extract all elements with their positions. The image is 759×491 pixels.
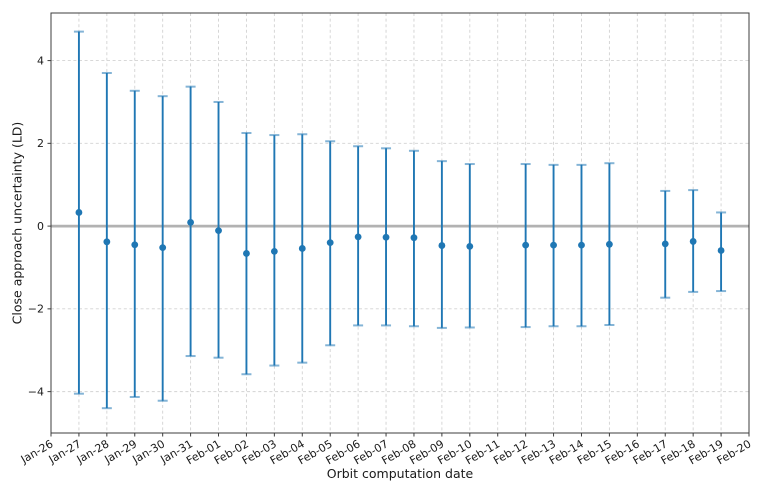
data-point-Feb-10 — [466, 242, 474, 250]
y-tick-label-−2: −2 — [28, 303, 44, 316]
data-point-Jan-30 — [159, 244, 167, 252]
data-point-Feb-09 — [438, 242, 446, 249]
y-tick-label-4: 4 — [37, 54, 44, 67]
data-point-Feb-08 — [410, 234, 418, 242]
data-point-Feb-17 — [661, 240, 669, 248]
data-point-Jan-28 — [103, 238, 111, 246]
data-point-Feb-01 — [215, 227, 222, 235]
data-point-Jan-31 — [187, 218, 195, 226]
data-point-Feb-06 — [354, 233, 362, 241]
data-point-Feb-05 — [326, 239, 334, 247]
data-point-Feb-14 — [578, 241, 585, 249]
data-point-Feb-13 — [550, 241, 557, 249]
y-tick-label-2: 2 — [37, 137, 44, 150]
data-point-Feb-12 — [522, 241, 530, 249]
data-point-Feb-03 — [270, 247, 278, 255]
data-point-Feb-19 — [717, 247, 725, 254]
y-tick-label-0: 0 — [37, 220, 44, 233]
y-axis-label: Close approach uncertainty (LD) — [9, 121, 25, 325]
data-point-Jan-29 — [131, 241, 139, 249]
data-point-Feb-04 — [298, 245, 306, 252]
data-point-Jan-27 — [75, 209, 83, 216]
plot-border — [50, 12, 750, 434]
y-tick-label-−4: −4 — [28, 385, 44, 398]
x-axis-label: Orbit computation date — [326, 466, 474, 481]
data-point-Feb-07 — [382, 233, 390, 241]
data-point-Feb-15 — [606, 240, 613, 248]
data-point-Feb-02 — [243, 250, 250, 257]
data-point-Feb-18 — [689, 238, 697, 245]
